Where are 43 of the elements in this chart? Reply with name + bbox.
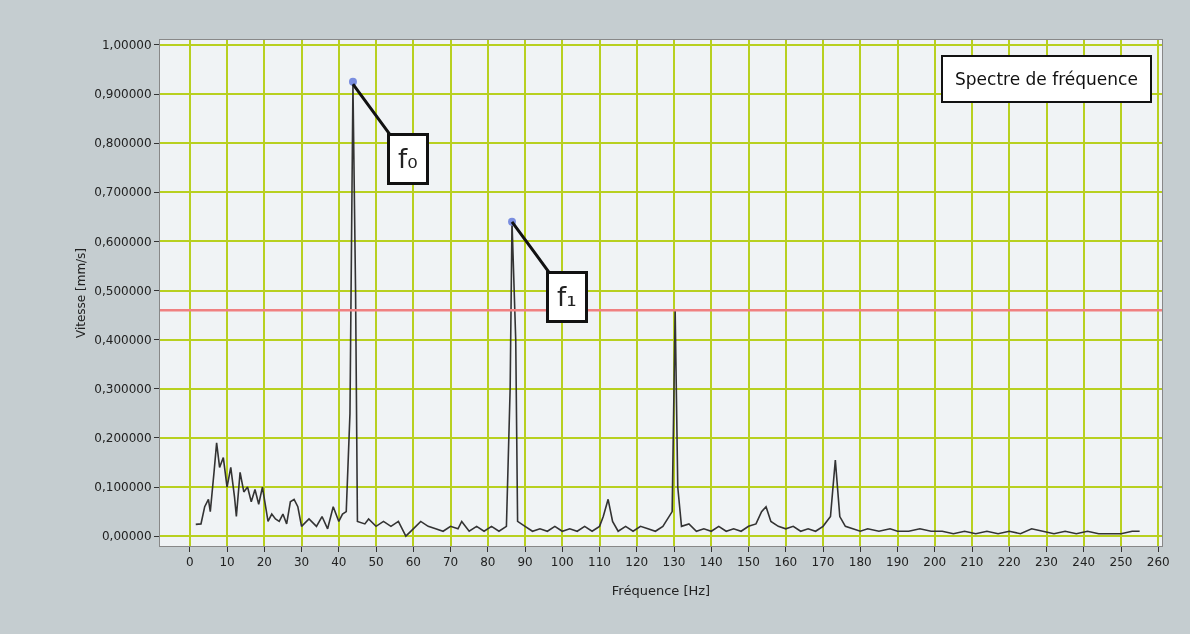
y-tick-label: 0,00000 xyxy=(101,529,152,544)
y-tick-label: 0,600000 xyxy=(94,234,152,249)
x-tick-label: 180 xyxy=(848,555,872,570)
x-tick-label: 130 xyxy=(662,555,686,570)
annotation: f₀ xyxy=(398,144,418,174)
x-tick-label: 40 xyxy=(331,555,347,570)
x-tick-label: 150 xyxy=(737,555,760,570)
annotation: f₁ xyxy=(557,282,577,312)
x-tick-label: 110 xyxy=(588,555,611,570)
x-tick-label: 220 xyxy=(997,555,1021,570)
y-axis-title: Vitesse [mm/s] xyxy=(73,247,88,339)
y-tick-label: 0,700000 xyxy=(94,185,152,200)
x-tick-label: 230 xyxy=(1035,555,1058,570)
x-tick-label: 10 xyxy=(219,555,235,570)
x-tick-label: 240 xyxy=(1072,555,1096,570)
x-tick-label: 260 xyxy=(1146,555,1170,570)
y-tick-label: 0,300000 xyxy=(94,382,152,396)
x-tick-label: 160 xyxy=(774,555,798,570)
y-tick-label: 0,100000 xyxy=(94,480,152,495)
x-tick-label: 70 xyxy=(442,555,459,570)
x-tick-label: 50 xyxy=(368,555,384,570)
x-tick-label: 80 xyxy=(480,555,496,570)
x-tick-label: 60 xyxy=(405,555,421,570)
y-tick-label: 1,00000 xyxy=(101,38,152,53)
x-tick-label: 20 xyxy=(256,555,272,570)
x-tick-label: 170 xyxy=(811,555,835,570)
x-tick-label: 140 xyxy=(699,555,723,570)
x-tick-label: 90 xyxy=(517,555,533,570)
x-tick-label: 120 xyxy=(625,555,649,570)
y-tick-label: 0,500000 xyxy=(94,283,152,298)
y-tick-label: 0,200000 xyxy=(94,431,152,446)
x-tick-label: 100 xyxy=(550,555,574,570)
y-tick-label: 0,800000 xyxy=(94,136,152,151)
text: Spectre de fréquence xyxy=(955,69,1138,89)
x-tick-label: 250 xyxy=(1109,555,1133,570)
x-tick-label: 210 xyxy=(960,555,984,570)
x-tick-label: 0 xyxy=(185,555,194,570)
y-tick-label: 0,400000 xyxy=(94,332,152,347)
x-tick-label: 190 xyxy=(886,555,909,570)
x-axis-title: Fréquence [Hz] xyxy=(611,583,711,598)
x-tick-label: 30 xyxy=(293,555,310,570)
x-tick-label: 200 xyxy=(923,555,947,570)
y-tick-label: 0,900000 xyxy=(94,87,152,102)
